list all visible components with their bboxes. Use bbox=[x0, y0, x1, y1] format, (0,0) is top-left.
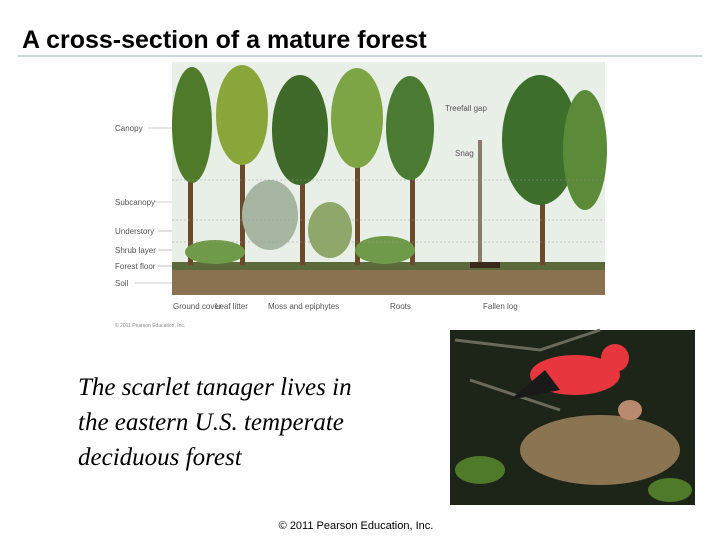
bottom-label: Moss and epiphytes bbox=[268, 302, 339, 311]
shrub bbox=[185, 240, 245, 264]
leaf bbox=[648, 478, 692, 502]
top-label: Treefall gap bbox=[445, 104, 488, 113]
trunk bbox=[188, 150, 193, 265]
tree-crown bbox=[272, 75, 328, 185]
trunk bbox=[240, 140, 245, 265]
chick bbox=[618, 400, 642, 420]
tree-crown bbox=[172, 67, 212, 183]
layer-label: Soil bbox=[115, 279, 129, 288]
bottom-label: Roots bbox=[390, 302, 411, 311]
tanager-wing bbox=[510, 370, 560, 400]
layer-label: Shrub layer bbox=[115, 246, 156, 255]
figure-credit: © 2011 Pearson Education, Inc. bbox=[115, 322, 185, 329]
trunk bbox=[355, 140, 360, 265]
bottom-label: Ground cover bbox=[173, 302, 222, 311]
layer-label: Understory bbox=[115, 227, 154, 236]
layer-label: Subcanopy bbox=[115, 198, 155, 207]
soil bbox=[172, 270, 605, 295]
caption-line: deciduous forest bbox=[78, 444, 243, 471]
top-label: Snag bbox=[455, 149, 474, 158]
bottom-label: Fallen log bbox=[483, 302, 518, 311]
trunk bbox=[540, 150, 545, 265]
leaf bbox=[455, 456, 505, 484]
snag bbox=[478, 140, 482, 265]
layer-label: Canopy bbox=[115, 124, 143, 133]
tree-crown bbox=[216, 65, 268, 165]
caption-line: The scarlet tanager lives in bbox=[78, 374, 352, 401]
forest-illustration: Canopy Subcanopy Understory Shrub layer … bbox=[115, 62, 607, 329]
subcanopy-tree bbox=[242, 180, 298, 250]
tanager-head bbox=[601, 344, 629, 372]
tanager-photo bbox=[450, 328, 695, 505]
tree-crown bbox=[386, 76, 434, 180]
nest bbox=[520, 415, 680, 485]
tree-crown bbox=[502, 75, 578, 205]
caption-line: the eastern U.S. temperate bbox=[78, 409, 344, 436]
shrub bbox=[355, 236, 415, 264]
trunk bbox=[410, 150, 415, 265]
footer-copyright: © 2011 Pearson Education, Inc. bbox=[279, 520, 434, 532]
fallen-log bbox=[470, 262, 500, 268]
trunk bbox=[300, 150, 305, 265]
slide-title: A cross-section of a mature forest bbox=[22, 26, 427, 54]
bottom-label: Leaf litter bbox=[215, 302, 248, 311]
layer-label: Forest floor bbox=[115, 262, 156, 271]
branch bbox=[454, 328, 601, 412]
understory-tree bbox=[308, 202, 352, 258]
forest-floor bbox=[172, 262, 605, 272]
tree-crown bbox=[563, 90, 607, 210]
tree-crown bbox=[331, 68, 383, 168]
